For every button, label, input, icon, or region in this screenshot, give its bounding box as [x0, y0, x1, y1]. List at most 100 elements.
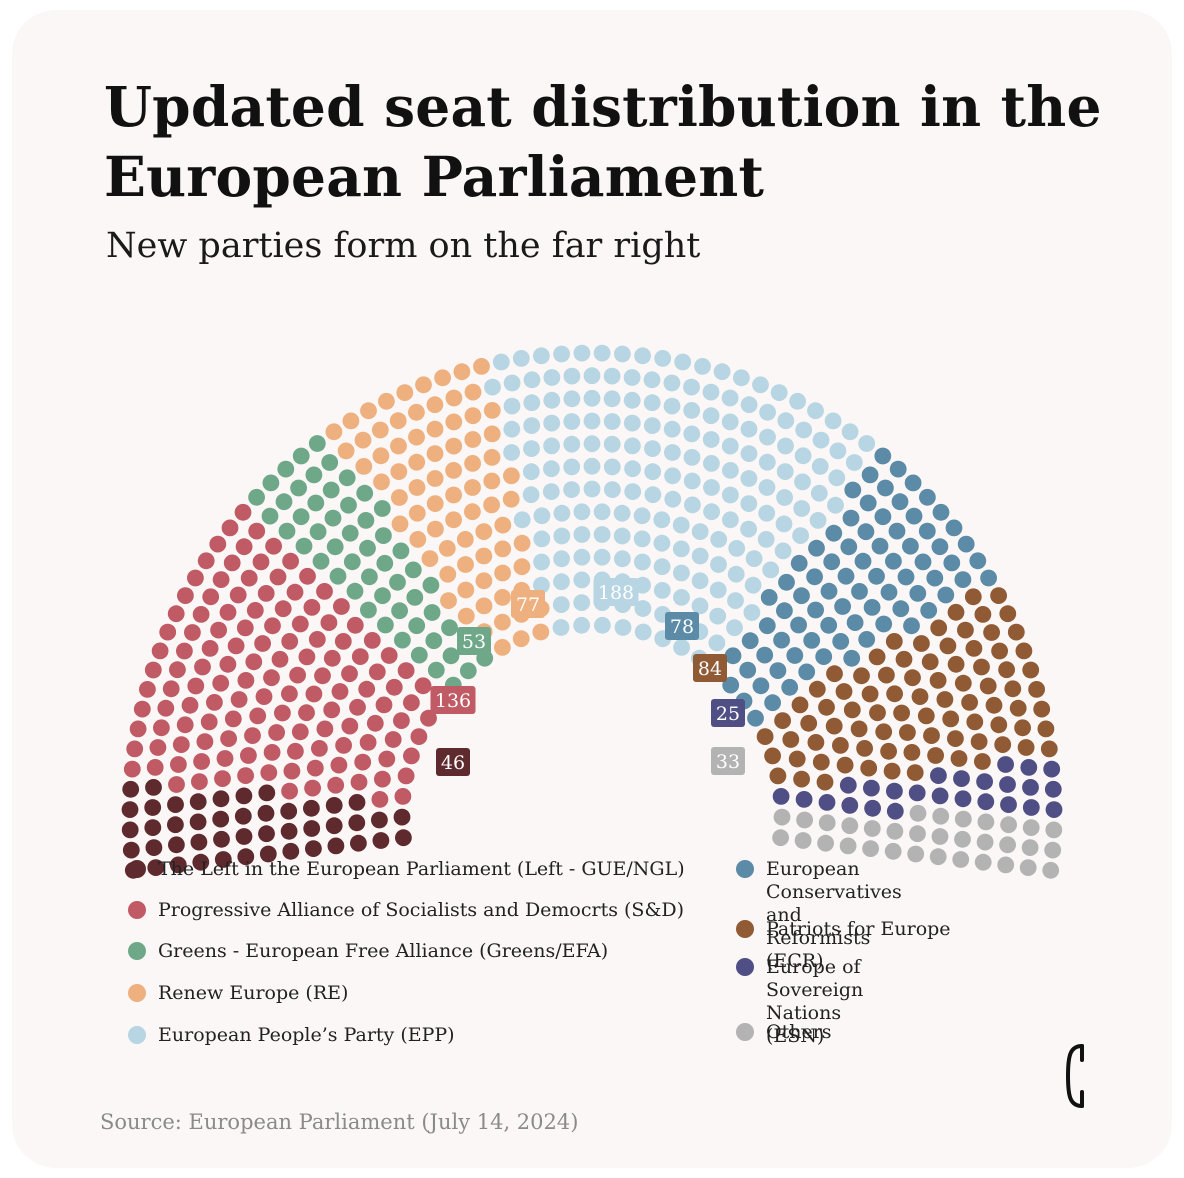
- seat-dot: [603, 367, 621, 385]
- seat-dot: [923, 727, 940, 744]
- seat-dot: [280, 802, 298, 820]
- seat-dot: [733, 369, 750, 387]
- seat-dot: [533, 553, 550, 571]
- seat-dot: [358, 680, 376, 698]
- seat-dot: [997, 856, 1015, 874]
- seat-dot: [355, 458, 373, 475]
- seat-dot: [257, 585, 275, 602]
- seat-dot: [532, 623, 550, 641]
- seat-dot: [653, 582, 671, 599]
- seat-dot: [162, 680, 180, 698]
- seat-dot: [776, 463, 794, 480]
- seat-dot: [214, 851, 232, 868]
- seat-dot: [702, 431, 720, 448]
- seat-dot: [373, 473, 390, 491]
- seat-dot: [323, 701, 341, 719]
- seat-dot: [573, 526, 591, 543]
- seat-dot: [445, 437, 463, 455]
- seat-dot: [702, 407, 720, 425]
- seat-dot: [372, 832, 390, 849]
- seat-dot: [323, 649, 341, 667]
- seat-dot: [709, 607, 727, 625]
- seat-dot: [907, 845, 925, 863]
- seat-dot: [533, 576, 550, 594]
- seat-dot: [350, 773, 368, 791]
- seat-dot: [708, 634, 726, 652]
- seat-dot: [427, 520, 444, 538]
- seat-dot: [654, 350, 672, 367]
- seat-dot: [308, 631, 326, 648]
- seat-dot: [932, 807, 950, 825]
- seat-dot: [793, 500, 811, 517]
- seat-dot: [863, 779, 880, 797]
- seat-dot: [918, 522, 936, 540]
- seat-dot: [475, 597, 493, 615]
- seat-dot: [969, 552, 987, 570]
- seat-dot: [954, 830, 971, 848]
- seat-dot: [269, 568, 287, 586]
- seat-dot: [878, 666, 895, 684]
- seat-dot: [772, 788, 790, 805]
- seat-dot: [653, 558, 671, 576]
- seat-dot: [235, 787, 253, 805]
- legend-swatch: [736, 920, 754, 938]
- seat-dot: [168, 836, 185, 854]
- seat-count-badge: 33: [711, 747, 745, 775]
- seat-dot: [206, 694, 223, 711]
- seat-dot: [691, 547, 709, 565]
- seat-dot: [145, 839, 163, 856]
- seat-dot: [932, 503, 950, 521]
- seat-dot: [931, 538, 949, 556]
- seat-dot: [227, 637, 245, 655]
- legend-item-patriots: Patriots for Europe: [736, 918, 951, 941]
- chart-title: Updated seat distribution in the Europea…: [104, 72, 1184, 212]
- seat-dot: [762, 561, 780, 579]
- badge-background: [511, 590, 545, 618]
- seat-dot: [260, 764, 278, 781]
- seat-dot: [415, 376, 432, 394]
- seat-dot: [265, 537, 282, 555]
- seat-dot: [563, 413, 581, 430]
- seat-dot: [167, 816, 184, 834]
- seat-dot: [739, 661, 757, 679]
- seat-dot: [794, 473, 811, 491]
- badge-background: [711, 699, 745, 727]
- seat-dot: [440, 592, 457, 609]
- seat-dot: [603, 413, 621, 430]
- seat-dot: [196, 733, 214, 750]
- seat-dot: [351, 648, 369, 665]
- seat-dot: [683, 449, 701, 466]
- seat-dot: [806, 568, 823, 586]
- seat-dot: [216, 750, 234, 767]
- seat-dot: [223, 554, 241, 572]
- seat-dot: [710, 556, 727, 573]
- seat-dot: [919, 488, 936, 506]
- seat-dot: [389, 412, 407, 430]
- seat-dot: [740, 470, 758, 487]
- seat-dot: [149, 739, 167, 756]
- seat-dot: [146, 759, 164, 776]
- seat-dot: [1007, 623, 1025, 641]
- seat-dot: [563, 435, 581, 453]
- seat-dot: [880, 742, 897, 760]
- seat-dot: [513, 558, 531, 576]
- seat-dot: [895, 650, 913, 668]
- seat-dot: [236, 619, 254, 637]
- seat-dot: [359, 734, 377, 751]
- seat-dot: [563, 390, 581, 408]
- seat-dot: [464, 503, 481, 521]
- seat-dot: [997, 756, 1014, 773]
- seat-dot: [950, 750, 968, 767]
- seat-dot: [503, 397, 521, 415]
- seat-dot: [246, 602, 264, 619]
- seat-dot: [240, 747, 257, 764]
- seat-dot: [494, 564, 511, 582]
- seat-dot: [634, 347, 651, 365]
- seat-dot: [563, 458, 581, 476]
- seat-dot: [543, 414, 561, 432]
- seat-dot: [1019, 859, 1037, 876]
- seat-dot: [153, 719, 170, 737]
- seat-dot: [790, 554, 808, 572]
- seat-dot: [860, 759, 878, 777]
- seat-dot: [583, 435, 601, 453]
